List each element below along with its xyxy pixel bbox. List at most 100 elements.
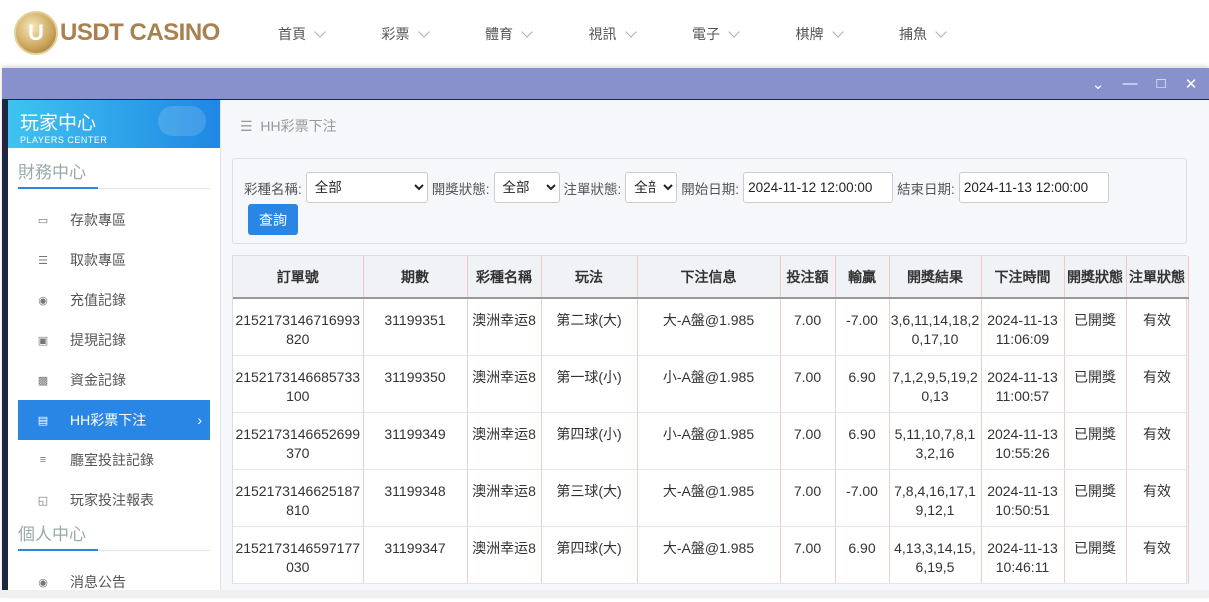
table-cell: 已開獎	[1064, 412, 1127, 470]
chevron-down-icon[interactable]: ⌄	[1091, 76, 1105, 93]
table-cell: -7.00	[835, 298, 890, 356]
table-cell: 第二球(大)	[541, 298, 638, 356]
logo[interactable]: U USDT CASINO	[14, 11, 220, 55]
sidebar-item[interactable]: ▤ HH彩票下注 ›	[18, 400, 210, 440]
column-header[interactable]: 輸贏	[835, 256, 890, 299]
nav-item[interactable]: 體育	[485, 24, 589, 44]
nav-label: 視訊	[588, 26, 617, 42]
sidebar-item[interactable]: ▭ 存款專區	[18, 200, 210, 240]
main-content: ☰ HH彩票下注 彩種名稱: 全部 開獎狀態: 全部 注單狀態: 全部 開始日期…	[222, 100, 1209, 598]
column-header[interactable]: 開獎狀態	[1064, 256, 1127, 299]
table-cell: 第三球(大)	[541, 469, 638, 527]
end-date-input[interactable]: 2024-11-13 12:00:00	[958, 172, 1109, 203]
menu-icon[interactable]: ☰	[240, 118, 253, 134]
table-cell: 已開獎	[1064, 355, 1127, 413]
table-cell: 大-A盤@1.985	[637, 469, 781, 527]
ticket-icon: ▤	[37, 415, 49, 427]
table-cell: 5,11,10,7,8,13,2,16	[889, 412, 982, 470]
sidebar: 玩家中心 PLAYERS CENTER 財務中心 ▭ 存款專區 ☰ 取款專區 ◉ 充值記錄…	[8, 100, 221, 598]
minimize-icon[interactable]: —	[1122, 75, 1138, 92]
nav-label: 棋牌	[795, 26, 824, 42]
table-cell: 31199348	[363, 469, 468, 527]
breadcrumb: ☰ HH彩票下注	[240, 116, 337, 136]
table-row: 2152173146652699370 31199349 澳洲幸运8 第四球(小) 小-…	[233, 412, 1189, 470]
table-cell: 3,6,11,14,18,20,17,10	[889, 298, 982, 356]
sidebar-title: 玩家中心	[20, 113, 97, 134]
nav-item[interactable]: 捕魚	[899, 24, 1003, 44]
column-header[interactable]: 下注信息	[637, 256, 781, 299]
table-cell: 澳洲幸运8	[467, 412, 542, 470]
safe-icon: ▩	[37, 375, 49, 387]
table-cell: 第四球(小)	[541, 412, 638, 470]
horizontal-scrollbar[interactable]	[0, 590, 1209, 598]
table-cell: 已開獎	[1064, 526, 1127, 584]
table-cell: 小-A盤@1.985	[637, 355, 781, 413]
query-button[interactable]: 查詢	[248, 204, 298, 235]
nav-item[interactable]: 彩票	[382, 24, 486, 44]
list-icon: ≡	[39, 454, 47, 466]
close-icon[interactable]: ✕	[1184, 76, 1198, 93]
nav-label: 體育	[485, 26, 513, 42]
nav-item[interactable]: 視訊	[589, 24, 693, 44]
table-cell: 大-A盤@1.985	[637, 526, 781, 584]
window-titlebar[interactable]: ⌄ — □ ✕	[2, 68, 1209, 99]
sidebar-item[interactable]: ▣ 提現記錄	[18, 320, 210, 360]
table-cell: 7.00	[780, 412, 836, 470]
end-date-label: 結束日期:	[897, 181, 955, 197]
table-cell: 31199350	[363, 355, 468, 413]
column-header[interactable]: 注單狀態	[1126, 256, 1189, 299]
table-cell: 澳洲幸运8	[467, 469, 542, 527]
chevron-down-icon	[624, 25, 637, 38]
nav-label: 電子	[692, 26, 720, 42]
top-bar: U USDT CASINO 首頁 彩票 體育 視訊 電子 棋牌 捕魚	[0, 0, 1209, 68]
sidebar-item-label: 玩家投注報表	[70, 492, 154, 508]
lottery-label: 彩種名稱:	[244, 181, 302, 197]
table-cell: 有效	[1126, 412, 1189, 470]
table-cell: 小-A盤@1.985	[637, 412, 781, 470]
column-header[interactable]: 開獎結果	[889, 256, 982, 299]
column-header[interactable]: 期數	[363, 256, 468, 299]
table-cell: 澳洲幸运8	[467, 526, 542, 584]
column-header[interactable]: 訂單號	[233, 256, 364, 299]
chart-icon: ◱	[37, 495, 49, 507]
table-cell: 有效	[1126, 526, 1189, 584]
lottery-select[interactable]: 全部	[305, 172, 428, 203]
sidebar-item-label: 提現記錄	[70, 332, 126, 348]
sidebar-item[interactable]: ◉ 消息公告	[18, 562, 210, 602]
money-bag-icon: ◉	[38, 295, 48, 307]
bet-status-select[interactable]: 全部	[625, 172, 678, 203]
sidebar-item[interactable]: ◉ 充值記錄	[18, 280, 210, 320]
nav-item[interactable]: 棋牌	[796, 24, 900, 44]
table-cell: 2152173146716993820	[233, 298, 364, 356]
column-header[interactable]: 投注額	[780, 256, 836, 299]
bets-table: 訂單號 期數 彩種名稱 玩法 下注信息 投注額 輸贏 開獎結果 下注時間 開獎狀態 注單狀態 215…	[232, 255, 1189, 584]
column-header[interactable]: 下注時間	[981, 256, 1065, 299]
filter-panel: 彩種名稱: 全部 開獎狀態: 全部 注單狀態: 全部 開始日期: 2024-11…	[232, 158, 1187, 244]
start-date-input[interactable]: 2024-11-12 12:00:00	[743, 172, 894, 203]
sidebar-item[interactable]: ≡ 廳室投註記錄	[18, 440, 210, 480]
table-row: 2152173146597177030 31199347 澳洲幸运8 第四球(大) 大-…	[233, 526, 1189, 584]
nav-label: 彩票	[381, 26, 410, 42]
table-cell: 2024-11-13 11:06:09	[981, 298, 1065, 356]
nav-item[interactable]: 電子	[692, 24, 796, 44]
nav-item[interactable]: 首頁	[278, 24, 382, 44]
table-cell: 第一球(小)	[541, 355, 638, 413]
table-cell: 2152173146625187810	[233, 469, 364, 527]
column-header[interactable]: 玩法	[541, 256, 638, 299]
sidebar-item[interactable]: ◱ 玩家投注報表	[18, 480, 210, 520]
table-cell: 4,13,3,14,15,6,19,5	[889, 526, 982, 584]
sidebar-item-label: 資金記錄	[70, 372, 126, 388]
nav-label: 首頁	[278, 26, 306, 42]
sidebar-item-label: 存款專區	[70, 212, 126, 228]
logo-mark: U	[14, 11, 58, 55]
column-header[interactable]: 彩種名稱	[467, 256, 542, 299]
sidebar-item[interactable]: ▩ 資金記錄	[18, 360, 210, 400]
table-cell: -7.00	[835, 469, 890, 527]
table-cell: 有效	[1126, 298, 1189, 356]
sidebar-item[interactable]: ☰ 取款專區	[18, 240, 210, 280]
draw-status-select[interactable]: 全部	[493, 172, 560, 203]
table-cell: 7.00	[780, 526, 836, 584]
section-finance: 財務中心	[18, 158, 210, 189]
table-cell: 6.90	[835, 355, 890, 413]
maximize-icon[interactable]: □	[1156, 75, 1166, 92]
